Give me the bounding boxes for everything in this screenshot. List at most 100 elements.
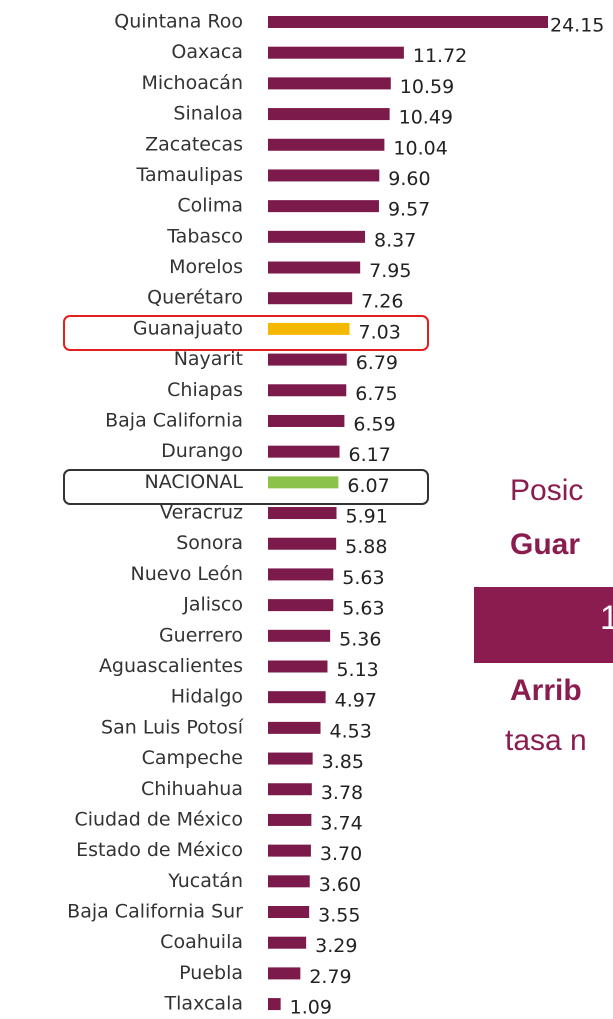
value-label: 6.75 [355,383,397,405]
value-label: 4.97 [335,690,377,712]
bar [268,322,350,335]
category-label: Colima [177,195,243,217]
value-label: 10.04 [393,137,447,159]
category-label: San Luis Potosí [101,716,244,738]
category-label: Campeche [142,747,243,769]
highlight-box [63,469,429,505]
bar [268,108,390,121]
category-label: Chihuahua [141,778,243,800]
bar [268,721,321,734]
category-label: Michoacán [141,72,243,94]
bar [268,629,331,642]
category-label: Baja California [105,409,243,431]
bar [268,752,313,765]
bar [268,138,385,151]
value-label: 5.88 [345,536,387,558]
bar [268,353,347,366]
category-label: Ciudad de México [74,808,243,830]
value-label: 9.57 [388,199,430,221]
bar [268,783,312,796]
bar [268,46,404,59]
side-text: tasa n [505,724,587,757]
bar [268,200,379,213]
value-label: 5.63 [342,567,384,589]
value-label: 6.17 [349,444,391,466]
value-label: 10.59 [400,76,454,98]
bar [268,384,347,397]
category-label: Quintana Roo [114,11,243,33]
category-label: Morelos [169,256,243,278]
category-label: Guanajuato [133,317,243,339]
category-label: Tamaulipas [136,164,243,186]
category-label: Nayarit [174,348,243,370]
bar [268,967,301,980]
value-label: 7.26 [361,291,403,313]
value-label: 7.03 [359,321,401,343]
category-label: Guerrero [159,624,243,646]
value-label: 8.37 [374,229,416,251]
bar [268,660,328,673]
side-text: Arrib [510,674,582,707]
value-label: 11.72 [413,45,467,67]
category-label: Sonora [176,532,243,554]
category-label: Puebla [179,962,243,984]
category-label: Chiapas [167,379,243,401]
category-label: NACIONAL [145,471,244,493]
bar [268,875,310,888]
value-label: 5.13 [336,659,378,681]
category-label: Sinaloa [173,103,243,125]
value-label: 4.53 [330,720,372,742]
bar [268,414,345,427]
bar [268,537,337,550]
bar [268,844,311,857]
value-label: 6.59 [353,413,395,435]
side-text: 1 [600,599,613,637]
value-label: 6.07 [347,475,389,497]
bar [268,292,353,305]
bar [268,936,307,949]
category-label: Aguascalientes [99,655,243,677]
value-label: 7.95 [369,260,411,282]
bar [268,476,339,489]
bar [268,691,326,704]
category-label: Veracruz [160,502,243,524]
side-box [474,587,613,663]
value-label: 3.74 [320,812,362,834]
bar [268,813,312,826]
value-label: 6.79 [356,352,398,374]
category-label: Querétaro [147,287,243,309]
value-label: 1.09 [290,997,332,1019]
category-label: Jalisco [182,594,243,616]
value-label: 9.60 [388,168,430,190]
bar [268,77,391,90]
category-label: Yucatán [167,870,243,892]
value-label: 5.63 [342,598,384,620]
value-label: 3.78 [321,782,363,804]
highlight-box [63,315,429,351]
bar [268,230,366,243]
value-label: 2.79 [309,966,351,988]
value-label: 3.85 [322,751,364,773]
category-label: Durango [161,440,243,462]
side-text: Posic [510,474,583,507]
bar [268,998,281,1011]
value-label: 5.91 [346,506,388,528]
value-label: 3.55 [318,905,360,927]
value-label: 24.15 [550,15,604,37]
category-label: Estado de México [76,839,243,861]
bar [268,568,334,581]
category-label: Nuevo León [131,563,243,585]
bar [268,507,337,520]
value-label: 3.29 [315,935,357,957]
category-label: Baja California Sur [67,901,243,923]
value-label: 3.60 [319,874,361,896]
value-label: 10.49 [399,107,453,129]
side-text: Guar [510,528,580,561]
value-label: 3.70 [320,843,362,865]
category-label: Zacatecas [145,133,243,155]
bar [268,261,361,274]
category-label: Tlaxcala [164,993,243,1015]
bar [268,169,380,182]
